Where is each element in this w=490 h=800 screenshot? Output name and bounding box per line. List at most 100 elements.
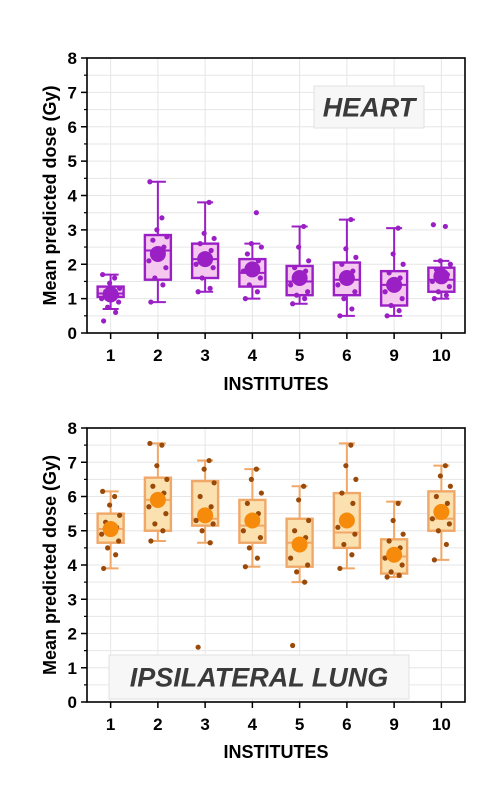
- heart-y-tick-label: 1: [68, 290, 77, 309]
- lung-data-point: [301, 483, 307, 489]
- lung-box-group-6: [332, 442, 362, 572]
- heart-x-ticks: 1 2 3 4 5 6 9 10: [106, 333, 451, 365]
- lung-data-point: [242, 564, 248, 570]
- heart-y-ticks: 0 1 2 3 4 5 6 7 8: [68, 49, 87, 343]
- heart-data-point: [199, 275, 205, 281]
- lung-data-point: [107, 502, 113, 508]
- lung-data-point: [433, 493, 439, 500]
- heart-data-point: [244, 251, 250, 257]
- heart-data-point: [257, 275, 263, 281]
- heart-x-tick-label: 10: [432, 346, 451, 365]
- lung-box-group-9: [379, 500, 409, 580]
- lung-mean-marker: [102, 521, 119, 538]
- heart-y-tick-label: 8: [68, 49, 77, 68]
- lung-y-ticks: 0 1 2 3 4 5 6 7 8: [68, 419, 87, 712]
- lung-data-point: [254, 555, 260, 561]
- lung-data-point: [116, 538, 122, 544]
- lung-mean-marker: [338, 512, 355, 529]
- heart-mean-marker: [338, 270, 355, 286]
- lung-data-point: [446, 521, 452, 527]
- heart-data-point: [335, 282, 341, 288]
- heart-mean-marker: [149, 245, 166, 262]
- lung-mean-marker: [197, 507, 214, 524]
- lung-data-point: [159, 442, 165, 448]
- heart-y-tick-label: 4: [68, 187, 78, 206]
- lung-data-point: [244, 500, 250, 506]
- lung-data-point: [349, 552, 355, 558]
- heart-box-group-1: [96, 271, 125, 324]
- heart-data-point: [254, 289, 260, 295]
- heart-box-group-2: [143, 179, 173, 305]
- heart-data-point: [306, 258, 312, 264]
- lung-mean-marker: [149, 491, 166, 508]
- lung-x-tick-label: 3: [200, 715, 209, 734]
- heart-data-point: [390, 251, 396, 257]
- heart-x-tick-label: 2: [153, 346, 162, 365]
- heart-data-point: [443, 292, 449, 298]
- heart-boxes: [96, 179, 456, 324]
- lung-data-point: [150, 483, 156, 489]
- heart-x-tick-label: 1: [106, 346, 115, 365]
- lung-data-point: [195, 644, 201, 650]
- heart-data-point: [302, 296, 308, 302]
- lung-data-point: [210, 521, 216, 527]
- heart-data-point: [197, 241, 203, 247]
- heart-y-tick-label: 0: [68, 324, 77, 343]
- lung-data-point: [353, 476, 359, 482]
- heart-data-point: [301, 223, 307, 230]
- lung-y-tick-label: 6: [68, 488, 77, 507]
- heart-y-tick-label: 3: [68, 221, 77, 240]
- lung-x-axis-title: INSTITUTES: [223, 742, 328, 762]
- heart-mean-marker: [197, 251, 214, 268]
- lung-box-group-5: [285, 483, 314, 649]
- heart-data-point: [112, 275, 118, 281]
- lung-data-point: [447, 483, 453, 489]
- lung-data-point: [337, 565, 343, 572]
- heart-mean-marker: [433, 268, 450, 285]
- lung-data-point: [201, 466, 207, 472]
- heart-data-point: [339, 261, 345, 267]
- lung-data-point: [292, 528, 298, 534]
- heart-x-tick-label: 5: [295, 346, 304, 365]
- heart-data-point: [248, 241, 254, 247]
- heart-data-point: [435, 289, 441, 295]
- lung-y-tick-label: 4: [68, 556, 78, 575]
- lung-data-point: [197, 493, 203, 500]
- heart-data-point: [305, 289, 311, 295]
- heart-y-tick-label: 5: [68, 152, 77, 171]
- lung-data-point: [113, 552, 119, 558]
- lung-data-point: [148, 538, 154, 544]
- heart-data-point: [159, 215, 165, 221]
- heart-data-point: [201, 230, 207, 236]
- heart-data-point: [388, 302, 394, 309]
- lung-mean-marker: [386, 546, 403, 563]
- lung-data-point: [99, 531, 105, 537]
- lung-data-point: [207, 540, 213, 546]
- heart-x-tick-label: 6: [342, 346, 351, 365]
- heart-data-point: [446, 283, 452, 290]
- lung-mean-marker: [291, 536, 308, 553]
- lung-data-point: [246, 545, 252, 551]
- heart-data-point: [395, 225, 401, 231]
- heart-mean-marker: [102, 286, 119, 303]
- lung-data-point: [306, 517, 312, 524]
- heart-box-group-6: [332, 216, 362, 319]
- lung-data-point: [101, 565, 107, 572]
- lung-data-point: [163, 511, 169, 517]
- heart-data-point: [154, 227, 160, 233]
- lung-data-point: [152, 521, 158, 527]
- heart-data-point: [152, 275, 158, 281]
- heart-data-point: [442, 223, 448, 230]
- lung-data-point: [208, 504, 214, 510]
- lung-mean-marker: [244, 512, 261, 529]
- heart-x-axis-title: INSTITUTES: [223, 374, 328, 394]
- lung-data-point: [257, 535, 263, 541]
- heart-data-point: [384, 313, 390, 319]
- lung-x-tick-label: 2: [153, 715, 162, 734]
- heart-data-point: [400, 261, 406, 267]
- lung-y-tick-label: 3: [68, 590, 77, 609]
- heart-data-point: [113, 309, 119, 315]
- heart-data-point: [147, 179, 153, 185]
- lung-data-point: [240, 528, 246, 534]
- heart-data-point: [150, 237, 156, 243]
